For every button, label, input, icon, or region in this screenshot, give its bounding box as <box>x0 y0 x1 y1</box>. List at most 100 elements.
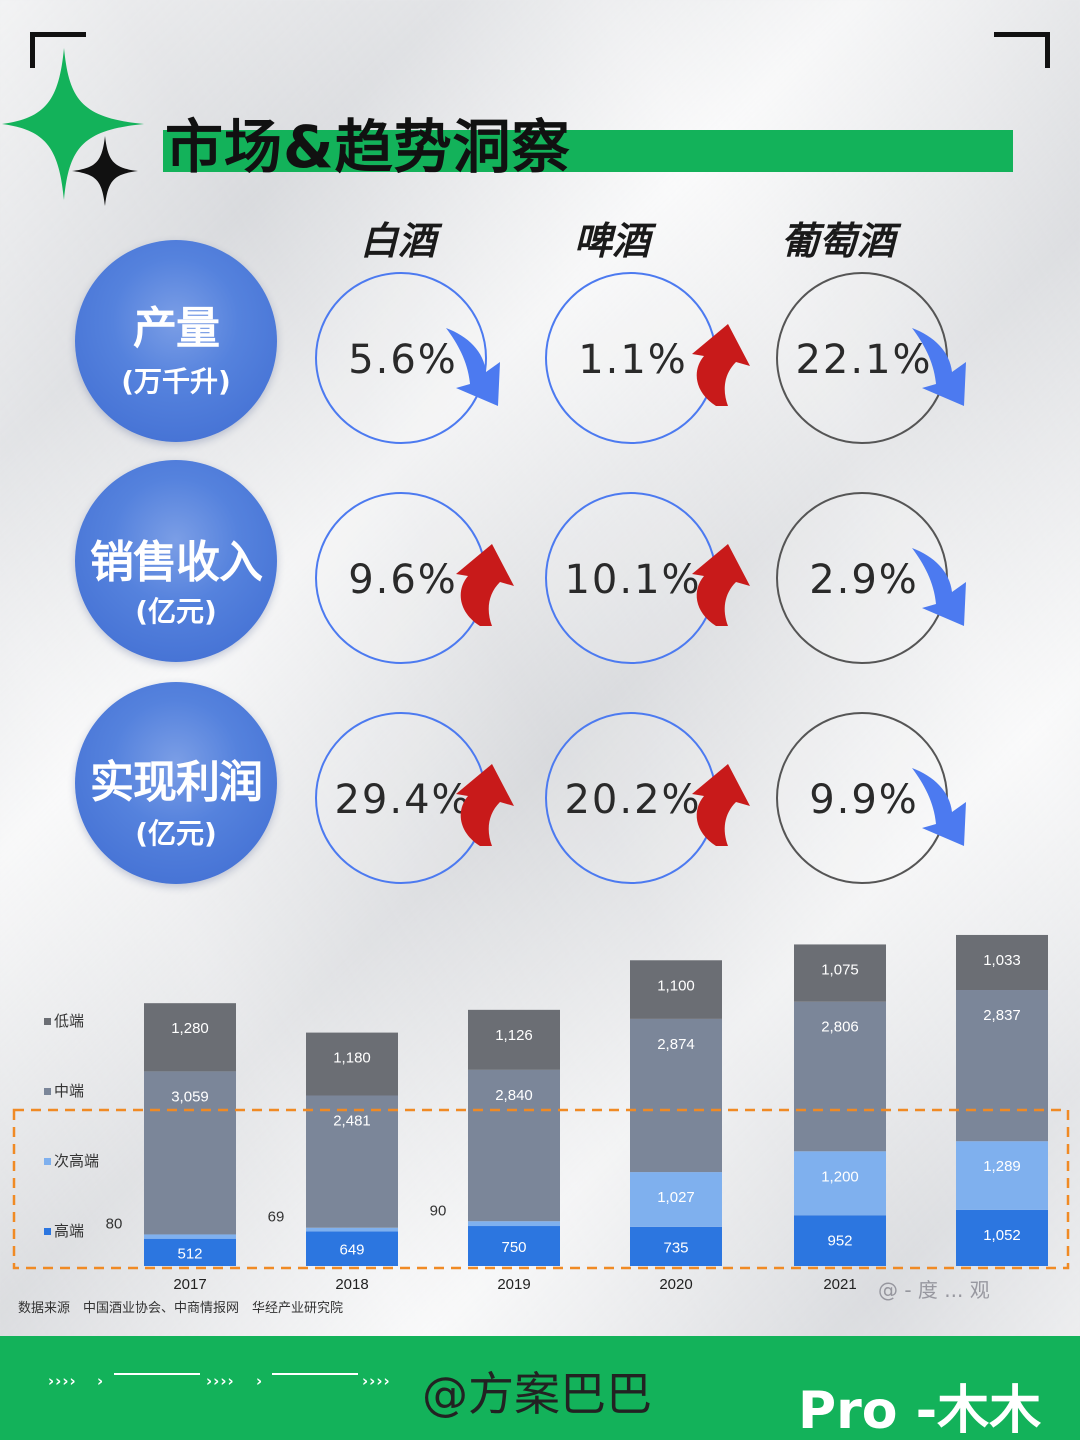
footer-chevron: › <box>97 1372 105 1390</box>
data-label: 1,180 <box>333 1050 371 1067</box>
data-label: 2,837 <box>983 1007 1021 1024</box>
data-label: 90 <box>430 1203 447 1220</box>
black-sparkle-icon <box>72 136 138 206</box>
row-label-unit: (亿元) <box>135 817 217 850</box>
bar-segment <box>630 1018 722 1173</box>
metric-value: 20.2% <box>564 777 702 823</box>
bar-segment <box>144 1238 236 1266</box>
metric-ring-profit-putaojiu: 9.9% <box>776 712 948 884</box>
metric-ring-profit-baijiu: 29.4% <box>315 712 487 884</box>
legend-label: 次高端 <box>54 1152 99 1170</box>
brand-signature: Pro -木木 <box>798 1381 1042 1440</box>
metric-ring-revenue-putaojiu: 2.9% <box>776 492 948 664</box>
x-tick-label: 2021 <box>823 1276 856 1293</box>
bar-segment <box>956 1141 1048 1210</box>
footer-divider-line <box>272 1373 358 1375</box>
up-arrow-icon <box>692 324 750 406</box>
metric-value: 29.4% <box>334 777 472 823</box>
up-arrow-shape <box>692 764 750 846</box>
legend-swatch <box>44 1228 51 1235</box>
down-arrow-shape <box>912 548 966 626</box>
metric-ring-production-baijiu: 5.6% <box>315 272 487 444</box>
down-arrow-icon <box>446 328 500 406</box>
bar-segment <box>468 1226 560 1266</box>
metric-value: 22.1% <box>795 337 933 383</box>
bar-segment <box>144 1003 236 1072</box>
metric-ring-production-pijiu: 1.1% <box>545 272 717 444</box>
bar-segment <box>630 1226 722 1266</box>
metric-value: 1.1% <box>578 337 688 383</box>
bar-segment <box>306 1231 398 1266</box>
down-arrow-icon <box>912 768 966 846</box>
x-tick-label: 2019 <box>497 1276 530 1293</box>
data-label: 69 <box>268 1209 285 1226</box>
legend-swatch <box>44 1088 51 1095</box>
data-label: 1,126 <box>495 1027 533 1044</box>
data-label: 2,806 <box>821 1019 859 1036</box>
bar-segment <box>956 934 1048 991</box>
data-label: 1,033 <box>983 952 1021 969</box>
footer-bar <box>0 1336 1080 1440</box>
up-arrow-shape <box>456 764 514 846</box>
stacked-bar-chart: 512 80 3,059 1,280 2017 649 69 2,481 1,180 2018 75… <box>12 934 1070 1293</box>
bar-segment <box>144 1234 236 1239</box>
row-label-revenue: 销售收入 (亿元) <box>75 460 277 662</box>
data-label: 1,289 <box>983 1158 1021 1175</box>
up-arrow-shape <box>692 544 750 626</box>
source-note: 数据来源 中国酒业协会、中商情报网 华经产业研究院 <box>18 1301 344 1316</box>
page-title: 市场&趋势洞察 <box>165 113 571 181</box>
down-arrow-icon <box>912 548 966 626</box>
chart-watermark: @ - 度 ... 观 <box>878 1278 990 1302</box>
x-tick-label: 2017 <box>173 1276 206 1293</box>
footer-chevron: › <box>256 1372 264 1390</box>
bar-segment <box>468 1009 560 1070</box>
bar-segment <box>794 1215 886 1266</box>
data-label: 1,075 <box>821 961 859 978</box>
data-label: 735 <box>663 1239 688 1256</box>
data-label: 512 <box>177 1245 202 1262</box>
up-arrow-icon <box>456 544 514 626</box>
metric-ring-revenue-baijiu: 9.6% <box>315 492 487 664</box>
corner-bracket-top-right <box>994 32 1050 68</box>
row-label-profit: 实现利润 (亿元) <box>75 682 277 884</box>
metric-value: 10.1% <box>564 557 702 603</box>
footer-chevrons: ›››› <box>206 1372 235 1390</box>
down-arrow-shape <box>446 328 500 406</box>
x-tick-label: 2018 <box>335 1276 368 1293</box>
up-arrow-icon <box>692 544 750 626</box>
row-label-title: 产量 <box>133 303 220 354</box>
bar-segment <box>956 1209 1048 1266</box>
bar-segment <box>468 1221 560 1227</box>
legend-swatch <box>44 1158 51 1165</box>
data-label: 952 <box>827 1232 852 1249</box>
data-label: 750 <box>501 1239 526 1256</box>
data-label: 1,200 <box>821 1168 859 1185</box>
data-label: 80 <box>106 1216 123 1233</box>
bar-segment <box>794 1151 886 1216</box>
bar-segment <box>956 990 1048 1142</box>
down-arrow-shape <box>912 328 966 406</box>
bar-segment <box>630 1172 722 1227</box>
up-arrow-icon <box>456 764 514 846</box>
bar-segment <box>794 944 886 1002</box>
corner-bracket-top-left <box>30 32 86 68</box>
data-label: 649 <box>339 1242 364 1259</box>
down-arrow-icon <box>912 328 966 406</box>
legend-swatch <box>44 1018 51 1025</box>
data-label: 1,100 <box>657 977 695 994</box>
column-header-putaojiu: 葡萄酒 <box>780 219 895 263</box>
footer-chevrons: ›››› <box>48 1372 77 1390</box>
metric-ring-revenue-pijiu: 10.1% <box>545 492 717 664</box>
row-label-title: 实现利润 <box>90 757 263 808</box>
highlight-box <box>12 1108 1070 1270</box>
bar-segment <box>794 1001 886 1152</box>
author-handle: @方案巴巴 <box>422 1367 652 1421</box>
data-label: 2,481 <box>333 1112 371 1129</box>
metric-value: 2.9% <box>809 557 919 603</box>
metric-value: 9.6% <box>348 557 458 603</box>
metric-ring-production-putaojiu: 22.1% <box>776 272 948 444</box>
up-arrow-shape <box>692 324 750 406</box>
title-highlight-bar <box>163 130 1013 172</box>
data-label: 1,280 <box>171 1020 209 1037</box>
row-label-unit: (亿元) <box>135 595 217 628</box>
